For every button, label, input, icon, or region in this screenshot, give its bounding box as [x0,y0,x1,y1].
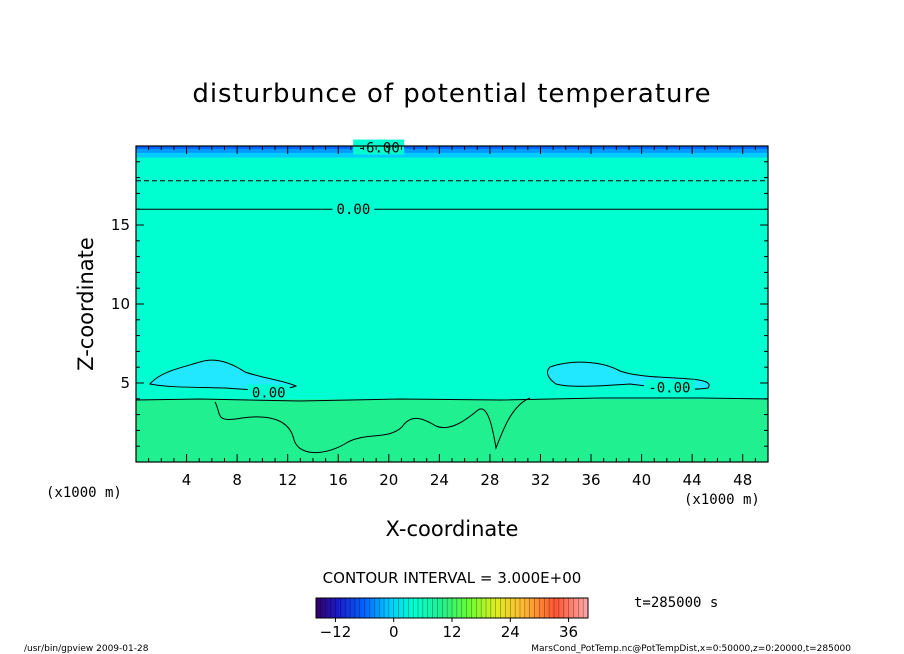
heatmap-bands [136,146,768,462]
band-0 [136,398,768,462]
colorbar-tick-label-12: 12 [442,623,461,641]
contour-label-bg-1 [332,201,375,217]
contour-4km [136,397,768,402]
footer-left: /usr/bin/gpview 2009-01-28 [24,644,149,654]
warm-dip [214,397,531,454]
x-tick-label-20: 20 [379,471,398,489]
x-tick-label-44: 44 [683,471,702,489]
band-2 [136,152,768,158]
x-axis: 4 8 12 16 20 24 28 32 36 40 44 48 [148,146,756,489]
x-tick-label-12: 12 [278,471,297,489]
footer-right: MarsCond_PotTemp.nc@PotTempDist,x=0:5000… [531,644,851,654]
colorbar-tick-label-24: 24 [501,623,520,641]
colorbar-ticks: −12 0 12 24 36 [320,618,578,641]
x-tick-label-4: 4 [182,471,192,489]
contour-label-3: -0.00 [648,381,690,397]
x-tick-label-24: 24 [430,471,449,489]
x-unit-left: (x1000 m) [46,485,122,501]
y-tick-label-10: 10 [111,295,130,313]
colorbar-tick-label-36: 36 [559,623,578,641]
y-tick-label-5: 5 [120,374,130,392]
contour-interval: CONTOUR INTERVAL = 3.000E+00 [323,569,582,587]
colorbar-tick-label--12: −12 [320,623,352,641]
colorbar-tick-label-0: 0 [389,623,399,641]
contour-label-2: 0.00 [252,385,286,401]
contour-label-bg-3 [643,379,695,395]
x-tick-label-28: 28 [480,471,499,489]
y-axis: 5 10 15 [111,161,768,447]
x-axis-label: X-coordinate [386,517,519,541]
band-3 [136,148,768,153]
cool-blob-left [149,359,298,391]
x-tick-label-48: 48 [733,471,752,489]
contour-labels: -6.000.000.00 -0.00 [247,139,695,401]
contour-label-bg-0 [353,139,405,155]
contour-lines [136,146,768,210]
x-tick-label-36: 36 [581,471,600,489]
time-label: t=285000 s [634,595,718,611]
x-tick-label-32: 32 [531,471,550,489]
x-tick-label-16: 16 [329,471,348,489]
contour-label-bg-2 [247,384,290,400]
colorbar-stripes [320,598,584,618]
y-tick-label-15: 15 [111,216,130,234]
chart-title: disturbunce of potential temperature [192,79,711,109]
x-tick-label-40: 40 [632,471,651,489]
band-1 [136,157,768,400]
x-unit-right: (x1000 m) [684,492,760,508]
contour-label-1: 0.00 [337,202,371,218]
y-axis-label: Z-coordinate [74,237,98,371]
x-tick-label-8: 8 [232,471,242,489]
